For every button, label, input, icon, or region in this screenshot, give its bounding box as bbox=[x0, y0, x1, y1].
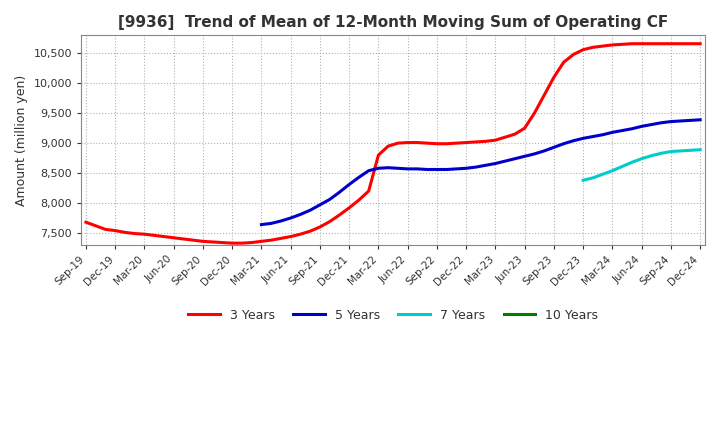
3 Years bbox=[345, 205, 354, 210]
5 Years bbox=[579, 136, 588, 141]
5 Years bbox=[686, 118, 695, 123]
5 Years bbox=[403, 166, 412, 172]
5 Years bbox=[355, 175, 364, 180]
5 Years bbox=[257, 222, 266, 227]
7 Years bbox=[667, 149, 675, 154]
5 Years bbox=[296, 212, 305, 217]
Line: 3 Years: 3 Years bbox=[86, 44, 700, 243]
5 Years bbox=[618, 128, 626, 133]
3 Years bbox=[433, 141, 441, 147]
5 Years bbox=[676, 118, 685, 124]
5 Years bbox=[472, 165, 480, 170]
3 Years bbox=[160, 234, 168, 239]
5 Years bbox=[335, 190, 343, 195]
5 Years bbox=[569, 138, 577, 143]
5 Years bbox=[364, 168, 373, 173]
5 Years bbox=[549, 145, 558, 150]
Legend: 3 Years, 5 Years, 7 Years, 10 Years: 3 Years, 5 Years, 7 Years, 10 Years bbox=[184, 304, 603, 327]
5 Years bbox=[647, 122, 656, 127]
5 Years bbox=[588, 134, 597, 139]
5 Years bbox=[413, 166, 422, 172]
5 Years bbox=[501, 158, 510, 164]
5 Years bbox=[287, 215, 295, 220]
7 Years bbox=[676, 148, 685, 154]
Y-axis label: Amount (million yen): Amount (million yen) bbox=[15, 74, 28, 206]
Line: 7 Years: 7 Years bbox=[583, 150, 700, 180]
5 Years bbox=[598, 132, 607, 137]
5 Years bbox=[491, 161, 500, 166]
Title: [9936]  Trend of Mean of 12-Month Moving Sum of Operating CF: [9936] Trend of Mean of 12-Month Moving … bbox=[118, 15, 668, 30]
5 Years bbox=[423, 167, 431, 172]
7 Years bbox=[657, 150, 665, 156]
7 Years bbox=[618, 164, 626, 169]
3 Years bbox=[628, 41, 636, 46]
5 Years bbox=[540, 148, 549, 154]
5 Years bbox=[667, 119, 675, 124]
7 Years bbox=[647, 153, 656, 158]
3 Years bbox=[696, 41, 704, 46]
5 Years bbox=[530, 151, 539, 157]
5 Years bbox=[637, 124, 646, 129]
5 Years bbox=[482, 163, 490, 168]
5 Years bbox=[345, 182, 354, 187]
5 Years bbox=[276, 218, 285, 224]
5 Years bbox=[462, 165, 470, 171]
3 Years bbox=[482, 139, 490, 144]
3 Years bbox=[491, 138, 500, 143]
5 Years bbox=[394, 165, 402, 171]
7 Years bbox=[588, 175, 597, 180]
7 Years bbox=[628, 160, 636, 165]
3 Years bbox=[228, 241, 236, 246]
5 Years bbox=[510, 156, 519, 161]
5 Years bbox=[608, 130, 617, 135]
5 Years bbox=[374, 165, 383, 171]
5 Years bbox=[442, 167, 451, 172]
7 Years bbox=[637, 156, 646, 161]
5 Years bbox=[325, 197, 334, 202]
5 Years bbox=[521, 154, 529, 159]
5 Years bbox=[433, 167, 441, 172]
Line: 5 Years: 5 Years bbox=[261, 120, 700, 224]
3 Years bbox=[394, 140, 402, 146]
5 Years bbox=[306, 208, 315, 213]
5 Years bbox=[452, 166, 461, 172]
5 Years bbox=[267, 221, 276, 226]
7 Years bbox=[696, 147, 704, 152]
5 Years bbox=[657, 120, 665, 125]
5 Years bbox=[384, 165, 392, 170]
5 Years bbox=[315, 202, 324, 208]
5 Years bbox=[628, 126, 636, 132]
7 Years bbox=[608, 168, 617, 173]
3 Years bbox=[81, 220, 90, 225]
5 Years bbox=[559, 141, 568, 147]
5 Years bbox=[696, 117, 704, 122]
7 Years bbox=[686, 148, 695, 153]
7 Years bbox=[579, 178, 588, 183]
7 Years bbox=[598, 172, 607, 177]
